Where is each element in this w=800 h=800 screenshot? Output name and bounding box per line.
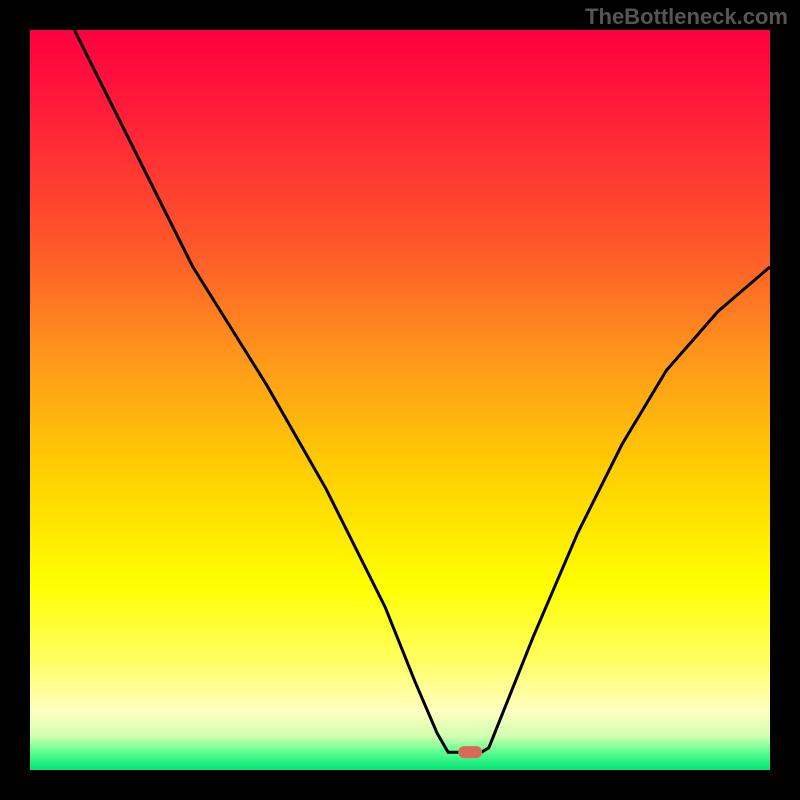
bottleneck-curve bbox=[30, 30, 770, 770]
watermark-text: TheBottleneck.com bbox=[585, 4, 788, 30]
plot-area bbox=[30, 30, 770, 770]
optimal-point-marker bbox=[458, 746, 482, 758]
